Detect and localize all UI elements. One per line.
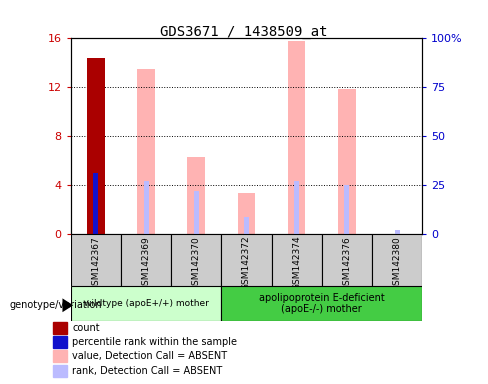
Text: GSM142367: GSM142367 <box>91 236 101 291</box>
Bar <box>53 350 67 362</box>
Bar <box>372 234 422 286</box>
Bar <box>71 286 222 321</box>
Text: value, Detection Call = ABSENT: value, Detection Call = ABSENT <box>72 351 227 361</box>
Bar <box>322 234 372 286</box>
Bar <box>121 234 171 286</box>
Bar <box>53 365 67 377</box>
Bar <box>53 336 67 348</box>
Bar <box>171 234 222 286</box>
Text: GSM142369: GSM142369 <box>142 236 151 291</box>
Text: GDS3671 / 1438509_at: GDS3671 / 1438509_at <box>160 25 328 39</box>
Bar <box>345 185 349 234</box>
Bar <box>238 193 255 234</box>
Bar <box>93 173 99 234</box>
Bar <box>71 234 121 286</box>
Bar <box>143 181 148 234</box>
Bar <box>53 322 67 334</box>
Text: rank, Detection Call = ABSENT: rank, Detection Call = ABSENT <box>72 366 223 376</box>
Bar <box>271 234 322 286</box>
Text: GSM142370: GSM142370 <box>192 236 201 291</box>
Text: percentile rank within the sample: percentile rank within the sample <box>72 337 238 347</box>
Bar <box>244 217 249 234</box>
Bar <box>222 234 271 286</box>
Polygon shape <box>62 298 73 312</box>
Bar <box>288 41 305 234</box>
Text: GSM142380: GSM142380 <box>392 236 402 291</box>
Bar <box>137 69 155 234</box>
Bar <box>394 230 400 234</box>
Text: GSM142372: GSM142372 <box>242 236 251 290</box>
Text: count: count <box>72 323 100 333</box>
Text: apolipoprotein E-deficient
(apoE-/-) mother: apolipoprotein E-deficient (apoE-/-) mot… <box>259 293 385 314</box>
Bar <box>187 157 205 234</box>
Text: wildtype (apoE+/+) mother: wildtype (apoE+/+) mother <box>83 299 208 308</box>
Bar <box>222 286 422 321</box>
Bar <box>294 181 299 234</box>
Bar <box>194 191 199 234</box>
Bar <box>87 58 104 234</box>
Text: genotype/variation: genotype/variation <box>10 300 102 310</box>
Bar <box>338 89 356 234</box>
Text: GSM142374: GSM142374 <box>292 236 301 290</box>
Text: GSM142376: GSM142376 <box>342 236 351 291</box>
